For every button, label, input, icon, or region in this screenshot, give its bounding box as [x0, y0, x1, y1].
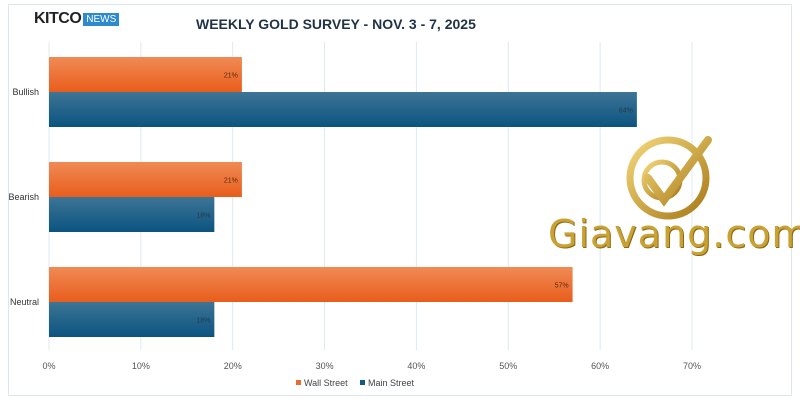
bar-wall-street [49, 57, 242, 92]
x-tick-label: 50% [499, 361, 517, 371]
x-tick-label: 60% [591, 361, 609, 371]
category-label: Bearish [8, 192, 39, 202]
legend-swatch [360, 380, 365, 385]
data-label: 18% [196, 318, 210, 325]
x-tick-label: 30% [316, 361, 334, 371]
x-tick-label: 10% [132, 361, 150, 371]
category-label: Neutral [10, 297, 39, 307]
data-label: 18% [196, 213, 210, 220]
category-label: Bullish [12, 87, 39, 97]
logo-text: KITCO [34, 10, 82, 27]
watermark-text: Giavang.com [548, 212, 800, 256]
bar-main-street [49, 92, 637, 127]
data-label: 21% [224, 178, 238, 185]
chart-frame [8, 4, 792, 396]
data-label: 21% [224, 73, 238, 80]
kitco-logo: KITCO NEWS [34, 10, 120, 28]
bar-main-street [49, 197, 215, 232]
x-tick-label: 0% [42, 361, 55, 371]
legend-swatch [296, 380, 301, 385]
checkmark-icon [644, 136, 712, 207]
chart-title: WEEKLY GOLD SURVEY - NOV. 3 - 7, 2025 [196, 16, 476, 32]
bar-wall-street [49, 162, 242, 197]
bar-wall-street [49, 267, 573, 302]
x-tick-label: 20% [224, 361, 242, 371]
data-label: 64% [619, 108, 633, 115]
watermark-logo-icon [626, 136, 710, 220]
bar-main-street [49, 302, 215, 337]
legend-label: Wall Street [304, 378, 348, 388]
logo-badge: NEWS [83, 12, 120, 26]
x-tick-label: 40% [407, 361, 425, 371]
data-label: 57% [555, 283, 569, 290]
legend-label: Main Street [368, 378, 415, 388]
x-tick-label: 70% [683, 361, 701, 371]
